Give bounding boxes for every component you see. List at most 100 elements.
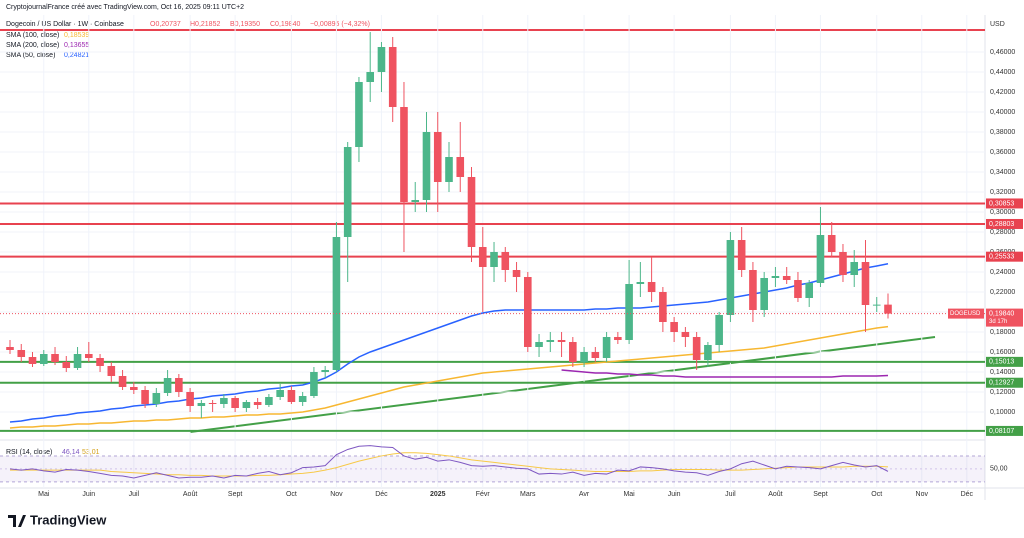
candle-body	[28, 357, 37, 364]
candle-body	[478, 247, 487, 267]
level-label-box	[986, 218, 1023, 229]
level-label-box	[986, 425, 1023, 436]
legend-value: 0,13655	[64, 42, 89, 49]
y-tick-label: 0,10000	[990, 409, 1015, 416]
level-label: 0,28803	[989, 221, 1014, 228]
candle-body	[163, 378, 172, 393]
candle-body	[118, 376, 127, 387]
candle-body	[84, 354, 93, 358]
y-tick-label: 0,28000	[990, 229, 1015, 236]
candle-body	[208, 403, 217, 404]
level-label-box	[986, 377, 1023, 388]
y-tick-label: 0,14000	[990, 369, 1015, 376]
candle-body	[523, 277, 532, 347]
candle-body	[625, 284, 633, 340]
x-tick-label: Déc	[375, 491, 388, 498]
candle-body	[152, 393, 161, 404]
candle-body	[490, 252, 498, 267]
x-tick-label: Avr	[579, 491, 590, 498]
legend-name: SMA (100, close)	[6, 32, 59, 39]
candle-body	[231, 398, 239, 408]
rsi-ma-value: 53,01	[82, 449, 100, 456]
candle-body	[377, 47, 386, 72]
candle-body	[557, 340, 566, 342]
symbol-label: DOGEUSD	[950, 311, 981, 317]
candle-body	[737, 240, 746, 270]
candle-body	[760, 278, 768, 310]
candle-body	[456, 157, 465, 177]
candle-body	[175, 378, 183, 392]
rsi-name: RSI (14, close)	[6, 449, 52, 456]
candle-body	[141, 390, 149, 404]
level-label: 0,15013	[989, 359, 1014, 366]
candle-body	[265, 397, 273, 405]
logo-mark	[8, 515, 26, 527]
candle-body	[96, 358, 104, 366]
candle-body	[546, 340, 555, 342]
x-tick-label: Nov	[916, 491, 929, 498]
candle-body	[298, 396, 307, 402]
legend-value: 0,18539	[64, 32, 89, 39]
symbol: Dogecoin / US Dollar · 1W · Coinbase	[6, 21, 124, 28]
y-tick-label: 0,32000	[990, 189, 1015, 196]
x-tick-label: Oct	[286, 491, 297, 498]
y-tick-label: 0,30000	[990, 209, 1015, 216]
y-tick-label: 0,22000	[990, 289, 1015, 296]
ohlc-value: H0,21852	[190, 21, 220, 28]
y-tick-label: 0,40000	[990, 109, 1015, 116]
rsi-value: 46,14	[62, 449, 80, 456]
candle-body	[220, 398, 228, 404]
y-tick-label: 0,38000	[990, 129, 1015, 136]
x-tick-label: 2025	[430, 491, 446, 498]
candle-body	[715, 315, 723, 345]
legend-name: SMA (200, close)	[6, 42, 59, 49]
x-tick-label: Août	[183, 491, 197, 498]
x-tick-label: Juin	[82, 491, 95, 498]
price-box	[986, 308, 1023, 327]
level-label: 0,12927	[989, 380, 1014, 387]
x-tick-label: Oct	[871, 491, 882, 498]
y-tick-label: 0,42000	[990, 89, 1015, 96]
candle-body	[794, 280, 802, 298]
candle-body	[569, 342, 577, 362]
candle-body	[512, 270, 521, 277]
legend-value: 0,24821	[64, 52, 89, 59]
candle-body	[73, 354, 82, 368]
candle-body	[411, 200, 420, 202]
y-tick-label: 0,44000	[990, 69, 1015, 76]
level-label: 0,25533	[989, 254, 1014, 261]
legend-name: SMA (50, close)	[6, 52, 55, 59]
candle-body	[366, 72, 375, 82]
countdown: 3d 17h	[989, 319, 1007, 325]
candle-body	[186, 392, 194, 406]
candle-body	[580, 352, 588, 362]
candle-body	[614, 337, 622, 340]
y-tick-label: 0,18000	[990, 329, 1015, 336]
price-label: 0,19840	[989, 310, 1014, 317]
x-tick-label: Juin	[668, 491, 681, 498]
y-tick-label: 0,46000	[990, 49, 1015, 56]
level-label: 0,08107	[989, 428, 1014, 435]
candle-body	[681, 332, 690, 337]
rsi-ma-line	[10, 452, 889, 477]
level-label-box	[986, 356, 1023, 367]
level-label-box	[986, 198, 1023, 209]
candle-body	[433, 132, 442, 182]
candle-body	[242, 402, 251, 408]
credit: CryptojournalFrance créé avec TradingVie…	[6, 4, 244, 11]
y-tick-label: 0,16000	[990, 349, 1015, 356]
candle-body	[861, 262, 870, 305]
currency: USD	[990, 21, 1005, 28]
candle-body	[51, 354, 59, 362]
candle-body	[670, 322, 678, 332]
candle-body	[130, 387, 138, 390]
x-tick-label: Sept	[228, 491, 242, 498]
x-tick-label: Mai	[623, 491, 635, 498]
rsi-band	[0, 455, 985, 482]
candle-body	[355, 82, 363, 147]
ohlc-value: O0,20737	[150, 21, 181, 28]
candle-body	[39, 354, 48, 364]
candle-body	[253, 402, 262, 405]
y-tick-label: 0,34000	[990, 169, 1015, 176]
